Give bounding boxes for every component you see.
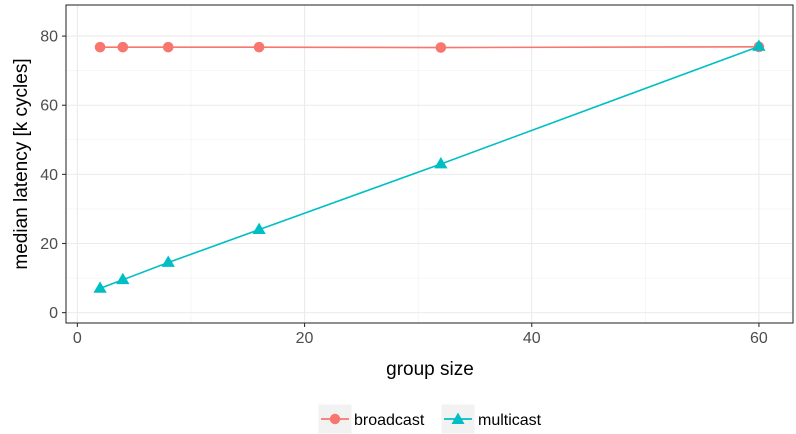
y-tick-label: 0 <box>49 305 58 322</box>
y-tick-label: 60 <box>40 98 58 115</box>
data-point-broadcast <box>435 42 447 53</box>
data-point-multicast <box>116 272 130 285</box>
legend-item-broadcast: broadcast <box>317 403 425 434</box>
plot-border <box>65 4 794 324</box>
data-point-multicast <box>252 222 266 235</box>
legend-label-multicast: multicast <box>478 412 542 429</box>
y-tick-label: 40 <box>40 167 58 184</box>
data-point-multicast <box>752 39 766 51</box>
x-tick-labels: 0 20 40 60 <box>73 330 768 347</box>
data-point-multicast <box>93 281 107 293</box>
x-tick-label: 20 <box>296 330 314 347</box>
legend-item-multicast: multicast <box>440 403 542 434</box>
legend: broadcast multicast <box>317 403 542 434</box>
series-layer <box>93 39 766 293</box>
grid-minor <box>66 5 793 323</box>
y-tick-labels: 0 20 40 60 80 <box>40 29 58 323</box>
legend-label-broadcast: broadcast <box>354 412 425 429</box>
data-point-broadcast <box>162 41 174 53</box>
y-tick-label: 80 <box>40 29 58 46</box>
data-point-multicast <box>161 255 175 267</box>
x-tick-label: 40 <box>523 330 541 347</box>
data-point-broadcast <box>253 41 265 53</box>
grid-major <box>66 5 793 323</box>
axis-ticks <box>62 35 760 327</box>
plot-panel <box>66 5 793 323</box>
y-axis-title: median latency [k cycles] <box>11 58 32 269</box>
legend-marker-broadcast <box>329 413 341 425</box>
x-axis-title: group size <box>386 359 474 380</box>
series-line-broadcast <box>100 46 759 49</box>
legend-marker-multicast <box>451 412 465 424</box>
y-tick-label: 20 <box>40 236 58 253</box>
data-point-multicast <box>434 157 448 169</box>
data-point-broadcast <box>94 41 106 53</box>
x-tick-label: 0 <box>73 330 82 347</box>
x-tick-label: 60 <box>750 330 768 347</box>
data-point-broadcast <box>117 41 129 53</box>
